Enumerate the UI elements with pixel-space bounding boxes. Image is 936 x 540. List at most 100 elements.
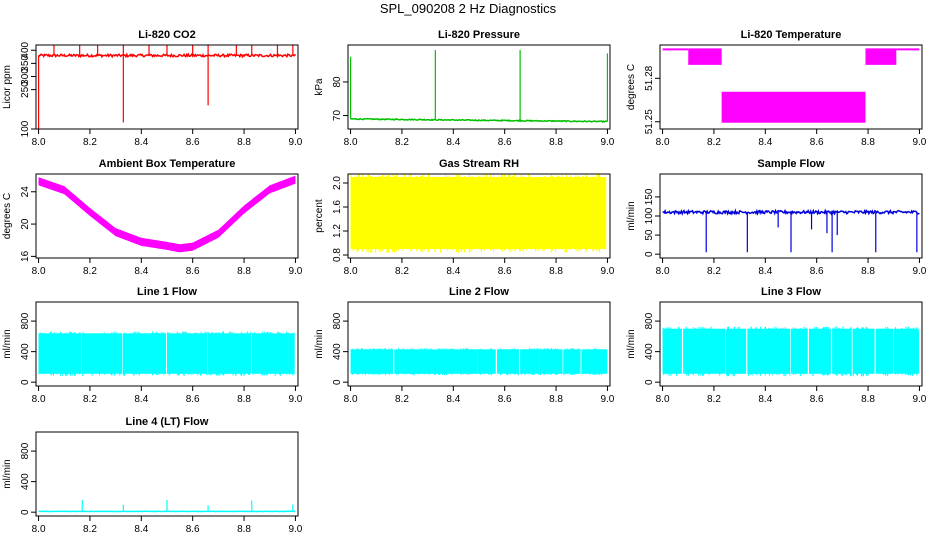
y-axis-label: percent: [314, 199, 325, 233]
plot-frame: [35, 173, 299, 259]
plot-frame: [347, 173, 611, 259]
plot-area: [350, 348, 608, 376]
y-tick-label: 800: [20, 312, 31, 329]
y-tick-label: 400: [20, 41, 31, 58]
y-axis-label: degrees C: [2, 193, 13, 239]
x-tick-label: 9.0: [600, 266, 614, 277]
y-tick-label: 100: [20, 120, 31, 137]
chart-panel-3: Li-820 Temperature degrees C 8.0 8.2 8.4 8.6 8…: [626, 29, 927, 148]
y-tick-label: 0: [644, 251, 655, 257]
y-tick-label: 400: [20, 473, 31, 490]
figure-title: SPL_090208 2 Hz Diagnostics: [380, 1, 557, 16]
panel-title: Ambient Box Temperature: [99, 158, 236, 170]
y-tick-label: 400: [332, 343, 343, 360]
y-tick-label: 100: [644, 207, 655, 224]
x-tick-label: 9.0: [600, 394, 614, 405]
chart-panel-1: Li-820 CO2 Licor ppm 8.0 8.2 8.4 8.6 8.8 9.0 100…: [2, 29, 303, 148]
series-step-band: [688, 49, 722, 64]
series-block: [726, 328, 747, 374]
x-tick-label: 8.2: [707, 394, 721, 405]
x-tick-label: 9.0: [288, 394, 302, 405]
series-line: [38, 178, 296, 250]
x-tick-label: 8.6: [186, 266, 200, 277]
x-tick-label: 8.8: [237, 524, 251, 535]
y-axis-label: kPa: [314, 78, 325, 96]
x-tick-label: 9.0: [912, 394, 926, 405]
x-tick-label: 8.8: [237, 137, 251, 148]
plot-frame: [347, 44, 611, 130]
x-tick-label: 8.0: [32, 394, 46, 405]
y-axis-label: ml/min: [626, 329, 637, 358]
panel-title: Li-820 Pressure: [438, 29, 520, 41]
x-tick-label: 8.0: [344, 394, 358, 405]
plot-area: [662, 208, 920, 253]
panel-title: Line 4 (LT) Flow: [126, 416, 209, 428]
plot-frame: [659, 44, 923, 130]
chart-panel-4: Ambient Box Temperature degrees C 8.0 8.2 8.…: [2, 158, 303, 277]
y-tick-label: 1.6: [332, 200, 343, 214]
y-tick-label: 50: [644, 229, 655, 241]
y-tick-label: 150: [644, 188, 655, 205]
x-tick-label: 8.2: [83, 394, 97, 405]
x-tick-label: 8.0: [32, 524, 46, 535]
x-tick-label: 8.6: [498, 394, 512, 405]
x-tick-label: 8.4: [134, 137, 148, 148]
y-tick-label: 51.28: [644, 65, 655, 90]
x-tick-label: 8.4: [446, 266, 460, 277]
y-tick-label: 20: [20, 218, 31, 230]
x-tick-label: 8.4: [134, 524, 148, 535]
x-tick-label: 8.6: [186, 524, 200, 535]
x-tick-label: 9.0: [912, 137, 926, 148]
series-block: [251, 333, 295, 374]
x-tick-label: 8.0: [656, 266, 670, 277]
x-tick-label: 8.2: [707, 137, 721, 148]
x-tick-label: 8.0: [344, 137, 358, 148]
chart-panel-7: Line 1 Flow ml/min 8.0 8.2 8.4 8.6 8.8 9.0 0 400 8…: [2, 286, 303, 405]
y-tick-label: 0: [644, 379, 655, 385]
series-block: [875, 328, 893, 374]
x-tick-label: 8.8: [549, 394, 563, 405]
x-tick-label: 8.2: [395, 266, 409, 277]
x-tick-label: 8.4: [758, 137, 772, 148]
x-tick-label: 8.0: [32, 137, 46, 148]
x-tick-label: 8.0: [656, 137, 670, 148]
plot-area: [662, 48, 920, 123]
x-tick-label: 9.0: [600, 137, 614, 148]
y-axis-label: degrees C: [626, 64, 637, 110]
chart-panel-2: Li-820 Pressure kPa 8.0 8.2 8.4 8.6 8.8 9.0 70 80: [314, 29, 615, 148]
x-tick-label: 8.8: [549, 266, 563, 277]
chart-panel-5: Gas Stream RH percent 8.0 8.2 8.4 8.6 8.8 9.0 0.…: [314, 158, 615, 277]
series-band: [38, 175, 296, 253]
y-tick-label: 51.25: [644, 109, 655, 134]
plot-area: [662, 326, 920, 377]
x-tick-label: 8.6: [810, 266, 824, 277]
panel-title: Sample Flow: [757, 158, 825, 170]
y-tick-label: 0: [20, 379, 31, 385]
x-tick-label: 8.8: [237, 394, 251, 405]
plot-area: [38, 499, 296, 513]
y-tick-label: 16: [20, 250, 31, 262]
x-tick-label: 8.2: [707, 266, 721, 277]
y-tick-label: 400: [644, 343, 655, 360]
x-tick-label: 8.2: [395, 394, 409, 405]
plot-area: [38, 331, 295, 377]
chart-panel-10: Line 4 (LT) Flow ml/min 8.0 8.2 8.4 8.6 8.8 9.0…: [2, 416, 303, 535]
x-tick-label: 8.4: [446, 394, 460, 405]
x-tick-label: 8.8: [861, 394, 875, 405]
x-tick-label: 8.4: [446, 137, 460, 148]
x-tick-label: 8.4: [758, 266, 772, 277]
plot-area: [38, 175, 296, 253]
plot-frame: [35, 44, 299, 130]
x-tick-label: 8.6: [498, 137, 512, 148]
panel-title: Gas Stream RH: [439, 158, 519, 170]
x-tick-label: 8.2: [83, 524, 97, 535]
panel-title: Li-820 Temperature: [741, 29, 842, 41]
plot-frame: [35, 431, 299, 517]
x-tick-label: 9.0: [288, 137, 302, 148]
y-tick-label: 2.0: [332, 176, 343, 190]
x-tick-label: 8.8: [861, 137, 875, 148]
y-tick-label: 300: [20, 68, 31, 85]
series-block: [82, 333, 123, 374]
x-tick-label: 8.6: [810, 137, 824, 148]
